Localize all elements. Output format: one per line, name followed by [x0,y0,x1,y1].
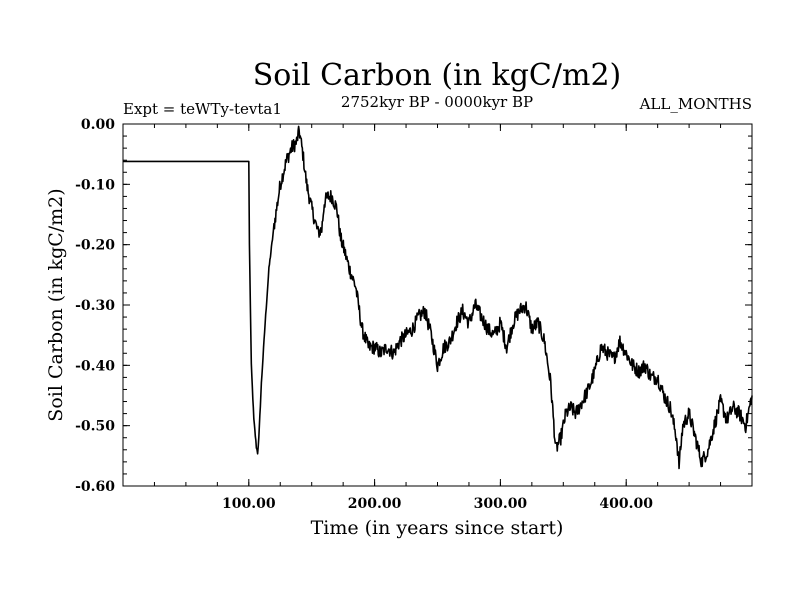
y-axis-label: Soil Carbon (in kgC/m2) [45,188,67,421]
y-tick-label: 0.00 [81,117,115,133]
x-tick-label: 100.00 [222,496,276,512]
plot-frame [122,123,753,487]
x-axis-label: Time (in years since start) [311,517,564,539]
y-tick-label: -0.60 [75,479,115,495]
y-tick-label: -0.40 [75,358,115,374]
chart-subtitle: 2752kyr BP - 0000kyr BP [341,93,533,111]
chart-title: Soil Carbon (in kgC/m2) [253,58,621,93]
x-tick-labels: 100.00 200.00 300.00 400.00 [222,496,653,512]
y-tick-label: -0.50 [75,419,115,435]
x-tick-label: 300.00 [474,496,528,512]
x-tick-label: 200.00 [348,496,402,512]
months-label: ALL_MONTHS [639,95,752,113]
y-tick-labels: 0.00 -0.10 -0.20 -0.30 -0.40 -0.50 -0.60 [75,117,115,495]
y-tick-label: -0.30 [75,298,115,314]
y-tick-label: -0.20 [75,238,115,254]
axis-ticks [123,123,752,487]
y-tick-label: -0.10 [75,177,115,193]
x-tick-label: 400.00 [599,496,653,512]
soil-carbon-series-line [122,125,753,470]
experiment-label: Expt = teWTy-tevta1 [123,100,282,118]
